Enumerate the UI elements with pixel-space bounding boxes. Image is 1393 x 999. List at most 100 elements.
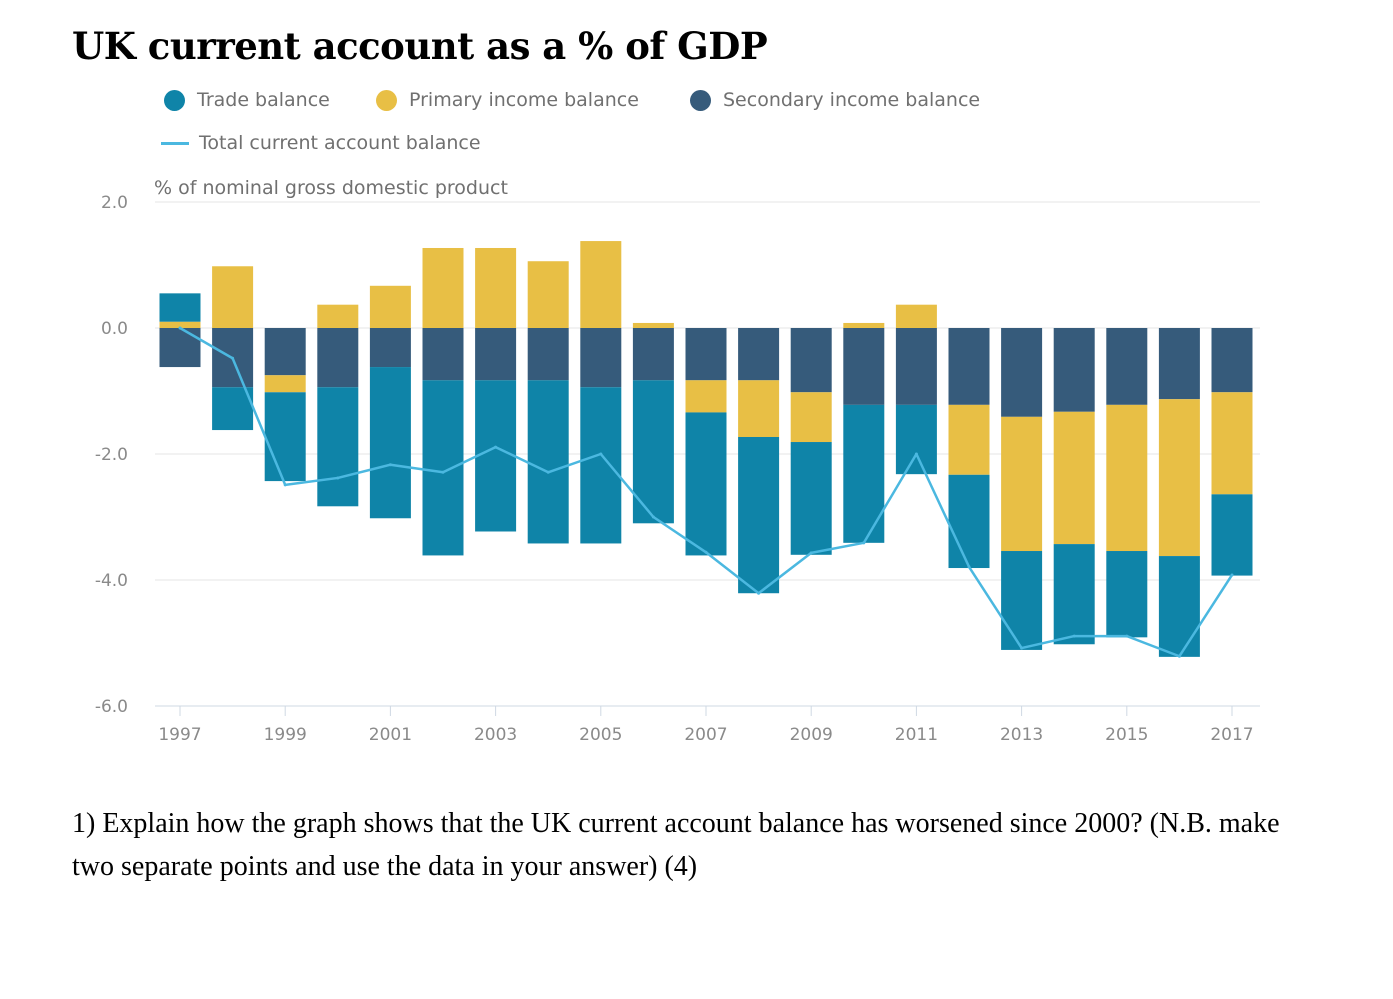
trade-bar (948, 474, 990, 569)
primary-income-bar (948, 404, 990, 475)
secondary-income-bar (1053, 328, 1095, 412)
total-balance-point (283, 483, 287, 487)
total-balance-point (651, 515, 655, 519)
secondary-income-bar (527, 328, 569, 381)
trade-dot-icon (164, 89, 185, 111)
secondary-income-bar (738, 328, 780, 381)
total-balance-point (1125, 634, 1129, 638)
total-balance-point (1177, 654, 1181, 658)
primary-income-bar (317, 304, 359, 328)
y-axis-label: % of nominal gross domestic product (154, 177, 508, 199)
primary-income-bar (685, 380, 727, 413)
primary-income-bar (264, 375, 306, 393)
trade-bar (580, 387, 622, 544)
primary-income-bar (1001, 416, 1043, 552)
total-balance-point (704, 550, 708, 554)
secondary-income-bar (790, 328, 832, 393)
primary-income-bar (632, 322, 674, 328)
trade-bar (632, 380, 674, 524)
trade-bar (1053, 544, 1095, 645)
legend-trade[interactable]: Trade balance (164, 89, 330, 111)
primary-income-bar (422, 247, 464, 328)
secondary-income-bar (422, 328, 464, 381)
total-balance-point (914, 452, 918, 456)
x-tick-label: 2015 (1105, 725, 1148, 745)
primary-income-bar (527, 261, 569, 328)
x-tick-label: 2007 (684, 725, 727, 745)
secondary-income-bar (475, 328, 517, 381)
total-balance-point (1072, 634, 1076, 638)
legend-label: Secondary income balance (723, 89, 981, 111)
y-tick-label: 0.0 (101, 319, 128, 339)
x-tick-label: 2011 (895, 725, 938, 745)
primary-income-bar (580, 241, 622, 328)
trade-bar (1106, 551, 1148, 638)
primary-income-bar (1053, 411, 1095, 545)
y-tick-label: -6.0 (95, 697, 128, 717)
secondary-income-bar (632, 328, 674, 381)
y-tick-label: -2.0 (95, 445, 128, 465)
legend-label: Trade balance (197, 89, 330, 111)
trade-bar (422, 380, 464, 556)
secondary-income-bar (264, 328, 306, 376)
secondary-income-bar (317, 328, 359, 388)
trade-bar (527, 380, 569, 544)
trade-bar (1158, 556, 1200, 657)
trade-bar (369, 367, 411, 519)
trade-bar (738, 436, 780, 594)
primary-income-bar (1211, 392, 1253, 495)
primary-income-bar (738, 380, 780, 437)
x-tick-label: 2009 (790, 725, 833, 745)
total-balance-point (231, 356, 235, 360)
primary-income-bar (1106, 404, 1148, 552)
trade-bar (1001, 551, 1043, 650)
legend-total[interactable]: Total current account balance (161, 132, 481, 154)
total-balance-point (388, 463, 392, 467)
legend-primary[interactable]: Primary income balance (376, 89, 639, 111)
total-balance-point (1020, 646, 1024, 650)
x-tick-label: 1997 (158, 725, 201, 745)
chart-title: UK current account as a % of GDP (72, 24, 768, 68)
total-balance-point (967, 565, 971, 569)
secondary-income-bar (1158, 328, 1200, 400)
primary-income-bar (212, 266, 254, 328)
trade-bar (317, 387, 359, 507)
trade-bar (475, 380, 517, 532)
primary-income-bar (895, 304, 937, 328)
primary-income-bar (159, 321, 201, 328)
secondary-income-bar (895, 328, 937, 405)
total-balance-point (1230, 573, 1234, 577)
secondary-income-bar (159, 328, 201, 368)
trade-bar (159, 293, 201, 322)
total-balance-point (862, 541, 866, 545)
total-line-icon (161, 141, 189, 145)
secondary-income-bar (948, 328, 990, 405)
legend-secondary[interactable]: Secondary income balance (690, 89, 980, 111)
trade-bar (1211, 494, 1253, 576)
x-tick-label: 2001 (369, 725, 412, 745)
trade-bar (895, 404, 937, 475)
total-balance-point (809, 551, 813, 555)
primary-income-bar (475, 247, 517, 328)
total-balance-point (546, 470, 550, 474)
primary-income-bar (790, 392, 832, 443)
x-tick-label: 2017 (1210, 725, 1253, 745)
secondary-income-bar (1106, 328, 1148, 405)
trade-bar (685, 412, 727, 556)
secondary-income-bar (843, 328, 885, 405)
trade-bar (790, 442, 832, 555)
primary-income-bar (369, 285, 411, 328)
total-balance-point (494, 445, 498, 449)
x-tick-label: 2003 (474, 725, 517, 745)
y-tick-label: 2.0 (101, 193, 128, 213)
total-balance-point (441, 470, 445, 474)
x-tick-label: 2013 (1000, 725, 1043, 745)
trade-bar (843, 404, 885, 543)
total-balance-point (599, 452, 603, 456)
x-tick-label: 2005 (579, 725, 622, 745)
legend-label: Primary income balance (409, 89, 639, 111)
trade-bar (264, 392, 306, 482)
question-text: 1) Explain how the graph shows that the … (72, 808, 1280, 882)
total-balance-point (336, 476, 340, 480)
